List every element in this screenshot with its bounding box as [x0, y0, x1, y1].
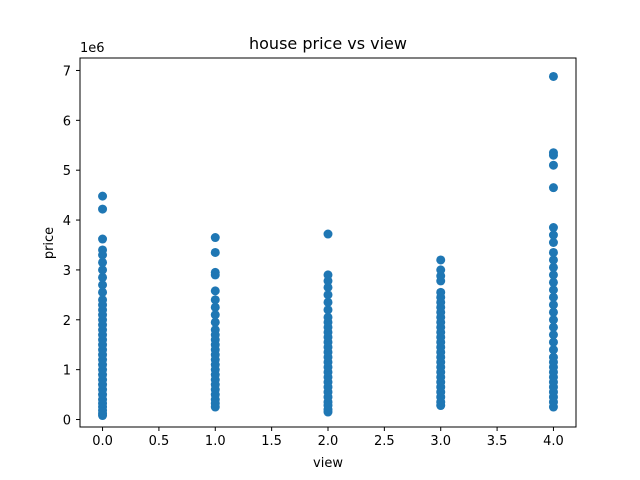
data-point	[98, 245, 108, 255]
data-point	[436, 265, 446, 275]
y-tick-label: 6	[63, 114, 71, 129]
data-point	[548, 238, 558, 247]
data-point	[98, 257, 108, 267]
x-axis-label: view	[313, 456, 343, 471]
x-tick-label: 1.0	[205, 434, 226, 449]
data-point	[210, 302, 220, 312]
data-point	[210, 247, 220, 257]
data-point	[98, 265, 108, 275]
x-tick-label: 2.0	[318, 434, 339, 449]
data-point	[548, 230, 558, 240]
data-point	[548, 285, 558, 295]
y-tick-label: 4	[63, 214, 71, 229]
data-point	[323, 290, 333, 300]
data-point	[548, 307, 558, 317]
x-tick-label: 0.0	[92, 434, 113, 449]
data-point	[548, 71, 558, 81]
data-point	[210, 286, 220, 296]
x-tick-label: 4.0	[543, 434, 564, 449]
y-tick-label: 3	[63, 264, 71, 279]
plot-points	[98, 71, 558, 421]
plot-frame	[79, 57, 577, 428]
data-point	[323, 229, 333, 239]
data-point	[548, 270, 558, 280]
x-tick-label: 1.5	[261, 434, 282, 449]
data-point	[98, 287, 108, 297]
data-point	[98, 234, 108, 244]
x-tick-label: 3.5	[487, 434, 508, 449]
x-axis-ticks: 0.0 0.5 1.0 1.5 2.0 2.5 3.0 3.5 4.0	[92, 427, 564, 449]
data-point	[323, 305, 333, 315]
data-point	[98, 272, 108, 282]
x-tick-label: 0.5	[149, 434, 170, 449]
data-point	[548, 322, 558, 332]
data-point	[98, 191, 108, 201]
data-point	[210, 325, 220, 335]
data-point	[210, 267, 220, 277]
data-point	[548, 292, 558, 302]
data-point	[98, 295, 108, 305]
data-point	[548, 330, 558, 340]
data-point	[323, 270, 333, 280]
data-point	[210, 233, 220, 243]
data-point	[548, 277, 558, 287]
data-point	[210, 310, 220, 320]
y-axis-ticks: 0 1 2 3 4 5 6 7	[63, 64, 80, 429]
data-point	[548, 262, 558, 272]
data-point	[323, 312, 333, 322]
y-tick-label: 0	[63, 414, 71, 429]
x-tick-label: 2.5	[374, 434, 395, 449]
y-tick-label: 7	[63, 64, 71, 79]
data-point	[548, 247, 558, 257]
data-point	[98, 280, 108, 290]
data-point	[323, 297, 333, 307]
data-point	[548, 160, 558, 170]
data-point	[210, 295, 220, 305]
data-point	[548, 315, 558, 325]
data-point	[548, 148, 558, 158]
data-point	[548, 352, 558, 362]
x-tick-label: 3.0	[430, 434, 451, 449]
data-point	[548, 337, 558, 347]
data-point	[210, 317, 220, 327]
y-tick-label: 1	[63, 364, 71, 379]
data-point	[548, 255, 558, 265]
data-point	[548, 345, 558, 355]
data-point	[548, 300, 558, 310]
data-point	[323, 282, 333, 292]
y-axis-label: price	[42, 227, 57, 259]
y-tick-label: 2	[63, 314, 71, 329]
chart-title: house price vs view	[249, 34, 407, 53]
y-scale-label: 1e6	[80, 41, 105, 56]
data-point	[436, 287, 446, 297]
data-point	[548, 183, 558, 193]
y-tick-label: 5	[63, 164, 71, 179]
data-point	[548, 223, 558, 233]
data-point	[436, 255, 446, 265]
data-point	[98, 204, 108, 214]
